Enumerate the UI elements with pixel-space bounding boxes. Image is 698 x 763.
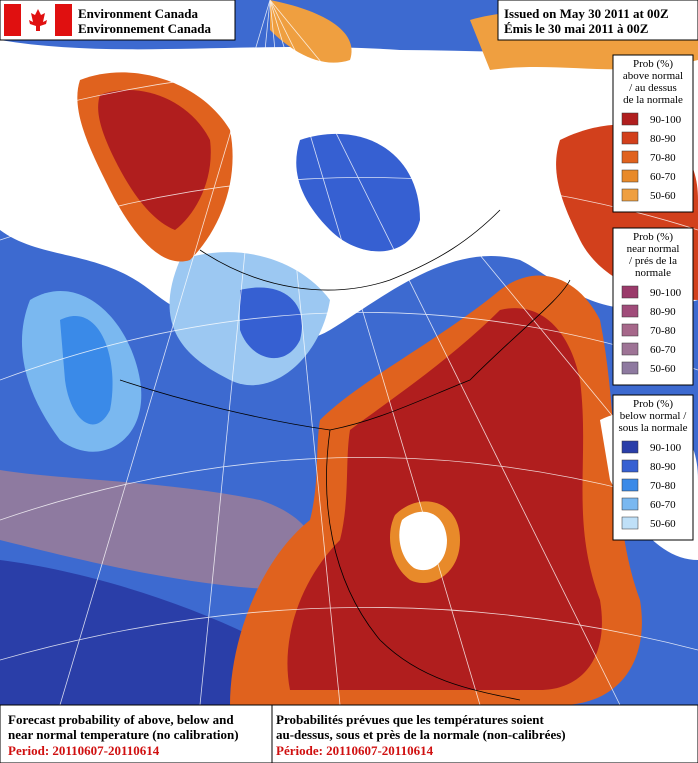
legend-title: normale xyxy=(635,267,671,279)
legend-title: Prob (%) xyxy=(633,231,673,243)
legend-label: 90-100 xyxy=(650,442,682,454)
legend-swatch xyxy=(621,516,639,530)
legend-label: 50-60 xyxy=(650,518,676,530)
legend-swatch xyxy=(621,188,639,202)
canada-flag xyxy=(4,4,72,36)
legend-swatch xyxy=(621,131,639,145)
legend-title: Prob (%) xyxy=(633,58,673,70)
legend-swatch xyxy=(621,497,639,511)
legend-swatch xyxy=(621,361,639,375)
agency-en: Environment Canada xyxy=(78,6,199,21)
legend-title: above normal xyxy=(623,70,683,82)
legend-title: / au dessus xyxy=(629,82,677,94)
legend-swatch xyxy=(621,169,639,183)
legend-swatch xyxy=(621,440,639,454)
legend-label: 60-70 xyxy=(650,171,676,183)
legend-label: 80-90 xyxy=(650,306,676,318)
agency-fr: Environnement Canada xyxy=(78,21,212,36)
footer-fr-period: Période: 20110607-20110614 xyxy=(276,743,434,758)
legend-label: 80-90 xyxy=(650,461,676,473)
legend-title: Prob (%) xyxy=(633,398,673,410)
coastlines xyxy=(119,209,571,701)
legend-label: 50-60 xyxy=(650,363,676,375)
legend-label: 50-60 xyxy=(650,190,676,202)
legend-swatch xyxy=(621,459,639,473)
legend-title: / prés de la xyxy=(629,255,677,267)
legend-label: 90-100 xyxy=(650,114,682,126)
legend-label: 70-80 xyxy=(650,152,676,164)
footer-fr-line: Probabilités prévues que les température… xyxy=(276,712,544,727)
footer-fr-line: au-dessus, sous et près de la normale (n… xyxy=(276,727,566,742)
legend-title: near normal xyxy=(627,243,680,255)
legend-swatch xyxy=(621,478,639,492)
legend-swatch xyxy=(621,112,639,126)
legend-label: 70-80 xyxy=(650,480,676,492)
issued-box xyxy=(497,0,698,41)
legend-swatch xyxy=(621,285,639,299)
legend-swatch xyxy=(621,304,639,318)
issued-en: Issued on May 30 2011 at 00Z xyxy=(504,6,669,21)
legend-label: 90-100 xyxy=(650,287,682,299)
legend-title: below normal / xyxy=(620,410,688,422)
legend-label: 70-80 xyxy=(650,325,676,337)
legend-swatch xyxy=(621,342,639,356)
legend-label: 80-90 xyxy=(650,133,676,145)
legend-title: sous la normale xyxy=(618,422,687,434)
legend-swatch xyxy=(621,150,639,164)
footer-box xyxy=(0,704,698,763)
legend-title: de la normale xyxy=(623,94,683,106)
footer-en-period: Period: 20110607-20110614 xyxy=(8,743,160,758)
legend-swatch xyxy=(621,323,639,337)
legend-label: 60-70 xyxy=(650,499,676,511)
footer-en-line: near normal temperature (no calibration) xyxy=(8,727,239,742)
legend-label: 60-70 xyxy=(650,344,676,356)
issued-fr: Émis le 30 mai 2011 à 00Z xyxy=(504,21,649,36)
footer-en-line: Forecast probability of above, below and xyxy=(8,712,234,727)
